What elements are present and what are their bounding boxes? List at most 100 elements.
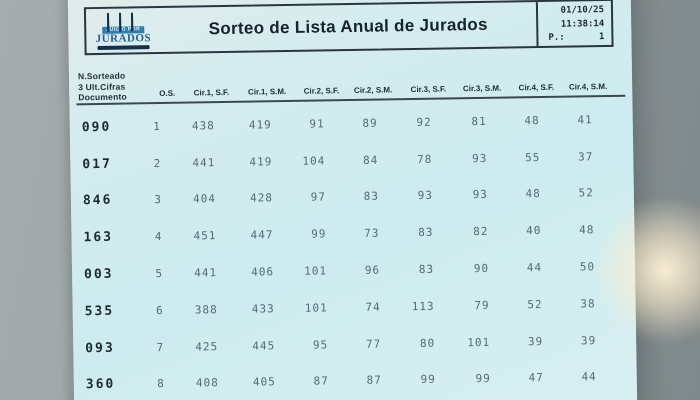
value-cell: 99 (311, 227, 327, 241)
value-cell: 89 (362, 116, 378, 130)
value-cell: 1 (153, 119, 161, 134)
column-header: O.S. (159, 88, 176, 99)
value-cell: 55 (524, 150, 541, 164)
documento-cell: 163 (83, 230, 114, 246)
value-cell: 39 (527, 334, 544, 348)
value-cell: 451 (193, 229, 217, 243)
value-cell: 2 (153, 156, 162, 170)
value-cell: 405 (252, 375, 276, 390)
value-cell: 445 (252, 338, 276, 353)
documento-cell: 017 (82, 156, 112, 172)
value-cell: 52 (578, 186, 594, 200)
value-cell: 404 (192, 192, 217, 206)
value-cell: 447 (250, 228, 274, 242)
page-number: 1 (598, 32, 605, 43)
person-icon (118, 12, 128, 32)
value-cell: 101 (304, 264, 328, 278)
documento-cell: 093 (85, 340, 115, 356)
value-cell: 101 (467, 335, 491, 349)
value-cell: 37 (577, 149, 594, 164)
column-header: Cir.4, S.F. (518, 82, 555, 93)
value-cell: 38 (580, 297, 596, 311)
value-cell: 73 (364, 226, 380, 241)
value-cell: 41 (577, 113, 593, 127)
value-cell: 77 (365, 337, 382, 351)
value-cell: 82 (473, 225, 489, 239)
value-cell: 87 (313, 374, 329, 389)
value-cell: 101 (304, 301, 328, 315)
value-cell: 83 (363, 190, 380, 204)
report-page: JUICIO POR JURADOS Sorteo de Lista Anual… (67, 0, 638, 400)
value-cell: 99 (420, 373, 436, 387)
title-zone: Sorteo de Lista Anual de Jurados (160, 2, 537, 52)
value-cell: 5 (155, 267, 164, 281)
date-box: 01/10/25 11:38:14 P.: 1 (535, 0, 612, 47)
documento-cell: 003 (83, 266, 114, 283)
page-label: P.: (548, 32, 565, 43)
value-cell: 44 (526, 261, 543, 275)
value-cell: 74 (365, 300, 381, 314)
column-header: Cir.1, S.M. (247, 87, 287, 97)
table-row: 360 8 408 405 87 87 99 99 47 44 (82, 359, 606, 400)
value-cell: 52 (527, 297, 543, 312)
value-cell: 47 (528, 371, 544, 385)
value-cell: 50 (579, 260, 596, 274)
value-cell: 8 (157, 377, 165, 391)
documento-cell: 090 (81, 119, 112, 136)
column-header: Cir.1, S.F. (193, 87, 230, 98)
value-cell: 90 (473, 261, 490, 276)
value-cell: 87 (366, 374, 382, 388)
logo-bottom-band (97, 44, 150, 50)
value-cell: 408 (195, 376, 219, 390)
value-cell: 6 (155, 303, 164, 317)
value-cell: 93 (471, 151, 488, 165)
value-cell: 425 (195, 339, 219, 354)
value-cell: 78 (416, 152, 433, 166)
jury-persons-icon (106, 12, 140, 33)
value-cell: 441 (194, 266, 218, 280)
report-date: 01/10/25 (560, 5, 605, 16)
report-time: 11:38:14 (560, 18, 605, 30)
column-header: Cir.3, S.F. (410, 84, 447, 95)
documento-cell: 535 (84, 303, 115, 320)
column-header: Cir.2, S.M. (353, 85, 393, 95)
value-cell: 433 (251, 302, 275, 316)
value-cell: 4 (154, 230, 163, 244)
value-cell: 83 (418, 262, 435, 277)
value-cell: 406 (251, 265, 275, 279)
value-cell: 7 (156, 340, 165, 354)
value-cell: 99 (475, 372, 491, 386)
value-cell: 96 (364, 263, 381, 277)
documento-cell: 360 (85, 377, 116, 393)
value-cell: 438 (191, 119, 215, 133)
value-cell: 428 (249, 191, 274, 206)
value-cell: 93 (417, 189, 433, 203)
page-title: Sorteo de Lista Anual de Jurados (208, 14, 488, 39)
column-header: Cir.2, S.F. (303, 86, 340, 96)
value-cell: 44 (581, 370, 597, 384)
report-header: JUICIO POR JURADOS Sorteo de Lista Anual… (83, 0, 614, 56)
column-header: Cir.4, S.M. (568, 81, 608, 92)
logo-line2: JURADOS (95, 32, 152, 46)
value-cell: 104 (302, 154, 326, 168)
value-cell: 93 (472, 188, 488, 202)
value-cell: 113 (411, 299, 435, 313)
value-cell: 97 (310, 190, 327, 205)
value-cell: 48 (579, 223, 595, 237)
row-header-line: N.Sorteado (77, 70, 126, 82)
value-cell: 83 (418, 226, 434, 240)
value-cell: 80 (419, 336, 436, 350)
value-cell: 79 (474, 298, 490, 312)
juicio-por-jurados-logo: JUICIO POR JURADOS (86, 8, 161, 53)
value-cell: 39 (580, 333, 597, 348)
value-cell: 419 (249, 154, 273, 169)
value-cell: 92 (416, 115, 432, 129)
value-cell: 91 (309, 117, 325, 131)
person-icon (106, 13, 116, 33)
value-cell: 3 (154, 193, 163, 207)
column-header: Cir.3, S.M. (462, 83, 502, 94)
value-cell: 84 (362, 153, 379, 167)
table-body: 090 1 438 419 91 89 92 81 48 41 017 2 441 419 104 84 78 9… (77, 101, 605, 400)
value-cell: 95 (312, 338, 329, 352)
value-cell: 441 (192, 155, 216, 170)
